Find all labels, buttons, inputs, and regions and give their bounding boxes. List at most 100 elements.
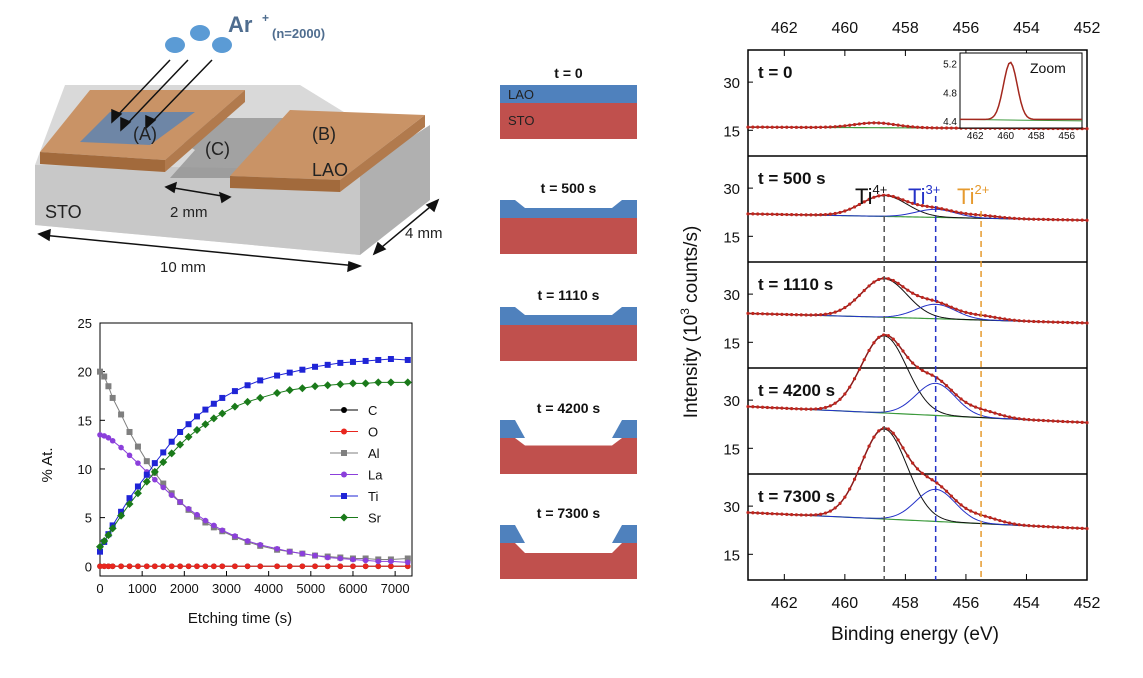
xps-x-tick-label: 460: [832, 595, 859, 612]
xps-data-point: [920, 125, 924, 130]
xps-data-point: [877, 335, 881, 339]
data-point-o: [109, 563, 116, 570]
profile-time-label: t = 500 s: [541, 180, 597, 196]
data-point-la: [244, 538, 251, 544]
data-point-ti: [404, 356, 411, 363]
xps-y-tick-label: 30: [723, 287, 740, 304]
xps-data-point: [756, 125, 760, 129]
xps-data-point: [775, 312, 779, 316]
xps-data-point: [1051, 525, 1055, 529]
xps-data-point: [833, 506, 837, 510]
xps-data-point: [1032, 524, 1036, 528]
data-point-sr: [133, 489, 142, 498]
y-axis-label: % At.: [39, 447, 56, 482]
xps-data-point: [751, 311, 755, 316]
xps-data-point: [949, 209, 954, 213]
xps-data-point: [1066, 218, 1070, 222]
xps-inset-x-tick-label: 456: [1058, 131, 1075, 142]
xps-data-point: [877, 121, 881, 125]
profile-lao-left: [500, 420, 525, 438]
data-point-la: [388, 558, 394, 565]
composition-chart: Etching time (s) % At. 0 1000 2000 3000 4000…: [39, 316, 413, 627]
data-point-la: [105, 435, 112, 441]
xps-data-point: [1070, 420, 1075, 424]
lao-pad-a-side: [165, 90, 245, 172]
data-point-o: [118, 563, 124, 570]
xps-data-point: [1061, 525, 1065, 530]
data-point-sr: [218, 409, 227, 418]
xps-inset-y-tick-label: 5.2: [943, 60, 957, 71]
xps-data-point: [746, 125, 750, 129]
xps-data-point: [969, 311, 973, 316]
xps-peak-label: Ti2+: [957, 182, 989, 209]
xps-data-point: [1032, 319, 1036, 324]
xps-data-point: [828, 509, 832, 513]
xps-data-point: [983, 314, 987, 318]
xps-data-point: [940, 485, 944, 489]
xps-data-point: [1017, 523, 1021, 527]
xps-data-point: [1036, 418, 1041, 422]
data-point-sr: [273, 389, 282, 398]
xps-data-point: [886, 193, 891, 198]
xps-data-point: [978, 407, 983, 411]
xps-data-point: [935, 481, 939, 485]
data-point-sr: [176, 440, 185, 449]
data-point-ti: [151, 460, 158, 467]
xps-data-point: [751, 212, 755, 216]
legend-marker: [340, 513, 348, 522]
data-point-o: [324, 563, 331, 570]
region-c-label: (C): [205, 139, 230, 159]
data-point-ti: [286, 369, 293, 376]
xps-data-point: [1056, 320, 1060, 324]
dim-length-label: 10 mm: [160, 259, 206, 276]
xps-data-point: [940, 301, 944, 305]
xps-data-point: [765, 312, 769, 316]
xps-data-point: [809, 213, 813, 217]
xps-data-point: [785, 406, 789, 410]
xps-data-point: [1007, 415, 1012, 419]
xps-data-point: [930, 298, 934, 302]
xps-inset-label: Zoom: [1030, 60, 1066, 76]
xps-data-point: [780, 125, 784, 129]
xps-y-tick-label: 30: [723, 499, 740, 516]
xps-x-tick-label-top: 454: [1013, 20, 1040, 37]
xps-data-point: [1085, 127, 1089, 131]
data-point-o: [362, 563, 369, 570]
data-point-sr: [96, 542, 104, 551]
xps-data-point: [964, 400, 968, 404]
xps-data-point: [794, 313, 799, 317]
xps-data-point: [1022, 523, 1026, 527]
xps-data-point: [828, 311, 832, 316]
xps-data-point: [843, 124, 847, 128]
xps-data-point: [828, 125, 832, 129]
data-point-la: [350, 556, 356, 563]
xps-data-point: [877, 194, 881, 198]
data-point-o: [211, 563, 217, 570]
data-point-sr: [298, 384, 307, 393]
xps-data-point: [756, 405, 760, 409]
xps-data-point: [915, 294, 920, 298]
xps-x-tick-label: 454: [1013, 595, 1040, 612]
sto-label: STO: [45, 202, 82, 222]
data-point-ti: [202, 406, 209, 413]
series-line-sr: [99, 381, 408, 548]
data-point-sr: [311, 382, 320, 391]
xps-data-point: [814, 407, 818, 411]
data-point-la: [274, 545, 280, 552]
xps-data-point: [819, 512, 823, 516]
xps-data-point: [974, 405, 978, 409]
xps-data-point: [940, 379, 944, 383]
xps-data-point: [998, 316, 1002, 320]
profile-lao-right: [612, 525, 637, 543]
y-tick-label: 10: [78, 462, 92, 477]
xps-data-point: [891, 122, 895, 127]
xps-data-point: [809, 407, 813, 411]
xps-data-point: [785, 212, 789, 217]
data-point-ti: [231, 388, 238, 395]
xps-data-point: [809, 513, 813, 517]
xps-data-point: [1012, 318, 1016, 322]
data-point-ti: [274, 372, 281, 379]
xps-data-point: [1061, 320, 1065, 324]
legend-marker: [341, 471, 347, 478]
xps-data-point: [780, 512, 784, 516]
